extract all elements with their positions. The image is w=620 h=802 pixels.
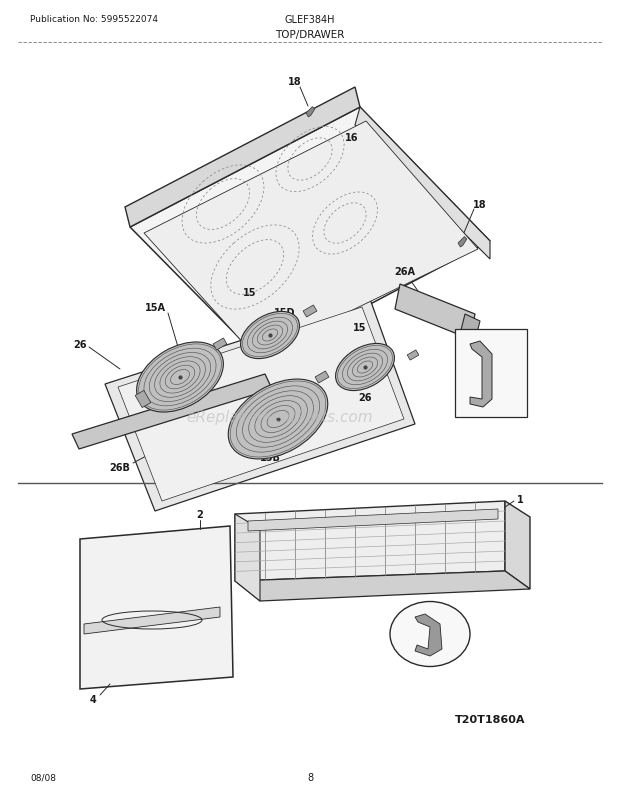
Polygon shape — [144, 122, 478, 358]
Polygon shape — [505, 501, 530, 589]
Text: 15: 15 — [243, 288, 257, 298]
Polygon shape — [80, 526, 233, 689]
Text: 18: 18 — [473, 200, 487, 210]
Text: T20T1860A: T20T1860A — [454, 714, 525, 724]
Text: 15: 15 — [353, 322, 367, 333]
Text: 26A: 26A — [394, 267, 415, 277]
Text: 26: 26 — [73, 339, 87, 350]
Polygon shape — [470, 342, 492, 407]
Text: 15A: 15A — [144, 302, 166, 313]
Polygon shape — [125, 88, 360, 228]
Polygon shape — [235, 501, 505, 581]
Polygon shape — [135, 391, 151, 408]
Polygon shape — [460, 314, 480, 342]
Polygon shape — [355, 107, 490, 260]
Polygon shape — [105, 300, 415, 512]
Polygon shape — [407, 350, 419, 361]
Polygon shape — [395, 285, 475, 339]
Polygon shape — [235, 571, 530, 602]
Ellipse shape — [136, 342, 223, 412]
Polygon shape — [458, 237, 467, 248]
Text: 26: 26 — [358, 392, 372, 403]
Text: 08/08: 08/08 — [30, 772, 56, 781]
Polygon shape — [306, 107, 315, 118]
Polygon shape — [84, 607, 220, 634]
Polygon shape — [315, 371, 329, 383]
Text: 15B: 15B — [260, 452, 280, 463]
Text: 52: 52 — [494, 333, 507, 342]
Text: 4: 4 — [90, 695, 96, 704]
Polygon shape — [72, 375, 272, 449]
Text: 16: 16 — [345, 133, 359, 143]
Polygon shape — [235, 514, 260, 602]
Text: 18: 18 — [288, 77, 302, 87]
Ellipse shape — [390, 602, 470, 666]
Text: 7: 7 — [441, 612, 448, 622]
Ellipse shape — [241, 312, 299, 359]
Text: 26B: 26B — [110, 463, 130, 472]
Polygon shape — [415, 614, 442, 656]
Polygon shape — [248, 509, 498, 532]
Text: eReplacementParts.com: eReplacementParts.com — [187, 410, 373, 425]
Text: 8: 8 — [307, 772, 313, 782]
Text: 15D: 15D — [274, 308, 296, 318]
Ellipse shape — [228, 379, 328, 460]
Polygon shape — [303, 306, 317, 318]
Text: 2: 2 — [197, 509, 203, 520]
Polygon shape — [130, 107, 490, 362]
Text: 1: 1 — [516, 494, 523, 504]
Polygon shape — [213, 338, 227, 350]
Bar — [455, 330, 527, 418]
Text: Publication No: 5995522074: Publication No: 5995522074 — [30, 15, 158, 25]
Polygon shape — [118, 308, 404, 501]
Text: GLEF384H: GLEF384H — [285, 15, 335, 25]
Ellipse shape — [335, 344, 394, 391]
Text: TOP/DRAWER: TOP/DRAWER — [275, 30, 345, 40]
